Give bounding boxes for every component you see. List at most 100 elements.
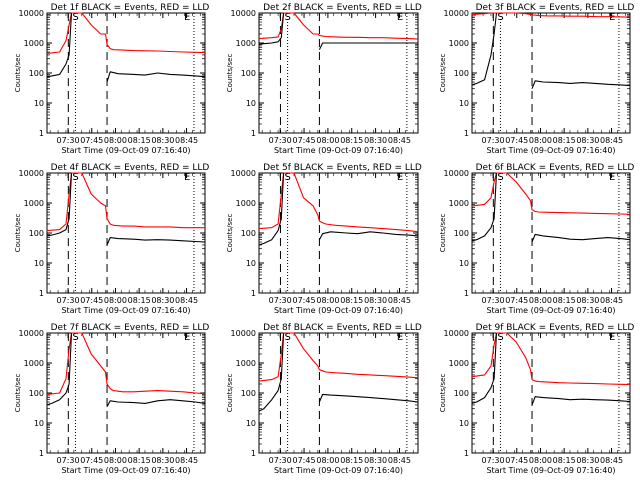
series-lld-line [258, 172, 419, 233]
end-marker-label: E [609, 332, 615, 343]
y-tick-label: 1 [251, 129, 256, 138]
x-tick-label: 08:00 [104, 296, 127, 305]
start-marker-label: S [497, 172, 503, 183]
end-marker-label: E [397, 172, 403, 183]
x-axis-label: Start Time (09-Oct-09 07:16:40) [61, 146, 190, 155]
x-tick-label: 08:30 [364, 456, 387, 465]
y-axis-label: Counts/sec [439, 54, 447, 93]
x-tick-label: 07:30 [269, 456, 292, 465]
y-tick-label: 10 [459, 259, 469, 268]
x-axis-label: Start Time (09-Oct-09 07:16:40) [61, 306, 190, 315]
x-tick-label: 07:30 [482, 456, 505, 465]
y-tick-label: 100 [241, 69, 256, 78]
start-marker-label: S [284, 172, 290, 183]
y-tick-label: 100 [241, 229, 256, 238]
y-tick-label: 10 [34, 259, 44, 268]
x-tick-label: 08:45 [175, 136, 198, 145]
chart-title: Det 7f BLACK = Events, RED = LLD [51, 323, 210, 333]
series-events-line [258, 172, 419, 246]
x-tick-label: 08:00 [316, 456, 339, 465]
y-tick-label: 10000 [444, 329, 469, 338]
y-tick-label: 1000 [24, 39, 44, 48]
x-tick-label: 08:30 [364, 296, 387, 305]
x-tick-label: 08:00 [529, 296, 552, 305]
x-tick-label: 08:00 [316, 296, 339, 305]
start-marker-label: S [284, 12, 290, 23]
y-axis-label: Counts/sec [14, 374, 22, 413]
y-tick-label: 10000 [444, 169, 469, 178]
x-axis-label: Start Time (09-Oct-09 07:16:40) [274, 466, 403, 475]
y-tick-label: 1 [464, 289, 469, 298]
y-axis-label: Counts/sec [226, 374, 234, 413]
series-lld-line [258, 332, 419, 382]
x-tick-label: 08:45 [388, 296, 411, 305]
y-tick-label: 10 [459, 419, 469, 428]
y-tick-label: 1 [39, 449, 44, 458]
chart-panel: Det 9f BLACK = Events, RED = LLD 1 10 100 10… [439, 323, 634, 475]
x-tick-label: 08:45 [600, 136, 623, 145]
x-tick-label: 08:00 [104, 456, 127, 465]
x-tick-label: 08:00 [529, 136, 552, 145]
chart-title: Det 9f BLACK = Events, RED = LLD [476, 323, 635, 333]
y-tick-label: 10000 [444, 9, 469, 18]
y-tick-label: 100 [454, 389, 469, 398]
plot-frame [471, 12, 631, 134]
chart-panel: Det 7f BLACK = Events, RED = LLD 1 10 100 10… [14, 323, 209, 475]
x-tick-label: 07:45 [80, 456, 103, 465]
x-tick-label: 08:00 [529, 456, 552, 465]
end-marker-label: E [184, 12, 190, 23]
x-tick-label: 07:30 [269, 136, 292, 145]
y-axis-label: Counts/sec [226, 54, 234, 93]
start-marker-label: S [497, 332, 503, 343]
y-tick-label: 10000 [19, 169, 44, 178]
series-events-line [471, 172, 631, 243]
series-events-line [46, 172, 206, 246]
x-tick-label: 08:30 [151, 296, 174, 305]
x-tick-label: 08:45 [175, 456, 198, 465]
y-tick-label: 10 [246, 419, 256, 428]
y-axis-label: Counts/sec [439, 214, 447, 253]
end-marker-label: E [397, 12, 403, 23]
chart-title: Det 8f BLACK = Events, RED = LLD [263, 323, 422, 333]
start-marker-label: S [284, 332, 290, 343]
series-events-line [471, 12, 631, 89]
chart-panel: Det 3f BLACK = Events, RED = LLD 1 10 100 10… [439, 3, 634, 155]
x-tick-label: 07:30 [482, 136, 505, 145]
chart-title: Det 4f BLACK = Events, RED = LLD [51, 163, 210, 173]
x-tick-label: 08:45 [175, 296, 198, 305]
series-lld-line [46, 12, 206, 54]
end-marker-label: E [184, 332, 190, 343]
x-tick-label: 08:30 [576, 456, 599, 465]
y-tick-label: 1 [251, 289, 256, 298]
chart-panel: Det 4f BLACK = Events, RED = LLD 1 10 100 10… [14, 163, 209, 315]
y-tick-label: 10 [459, 99, 469, 108]
x-tick-label: 08:30 [151, 456, 174, 465]
y-tick-label: 1000 [24, 199, 44, 208]
y-tick-label: 100 [29, 69, 44, 78]
x-tick-label: 07:30 [269, 296, 292, 305]
x-tick-label: 07:45 [505, 136, 528, 145]
x-tick-label: 08:30 [576, 136, 599, 145]
y-tick-label: 1000 [236, 199, 256, 208]
series-lld-line [471, 12, 631, 18]
y-tick-label: 100 [29, 229, 44, 238]
chart-title: Det 6f BLACK = Events, RED = LLD [476, 163, 635, 173]
y-tick-label: 100 [454, 229, 469, 238]
series-events-line [46, 12, 206, 83]
x-tick-label: 08:45 [388, 456, 411, 465]
y-tick-label: 10 [34, 99, 44, 108]
y-tick-label: 10000 [231, 9, 256, 18]
x-tick-label: 07:45 [505, 296, 528, 305]
y-tick-label: 10000 [19, 9, 44, 18]
x-tick-label: 08:15 [553, 136, 576, 145]
series-lld-line [471, 332, 631, 386]
y-tick-label: 1 [251, 449, 256, 458]
y-axis-label: Counts/sec [226, 214, 234, 253]
y-tick-label: 1000 [236, 39, 256, 48]
x-tick-label: 08:45 [600, 296, 623, 305]
y-tick-label: 1 [464, 129, 469, 138]
x-tick-label: 07:30 [482, 296, 505, 305]
y-tick-label: 1 [39, 129, 44, 138]
x-tick-label: 08:15 [553, 296, 576, 305]
